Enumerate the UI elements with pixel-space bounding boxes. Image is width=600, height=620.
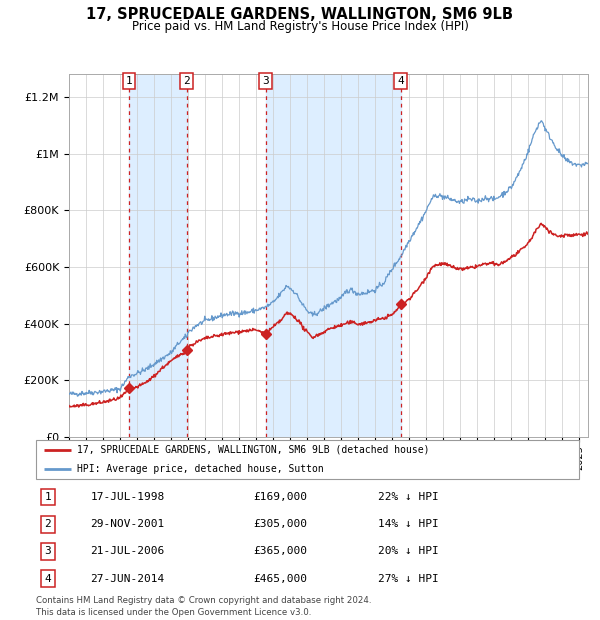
- Text: 17, SPRUCEDALE GARDENS, WALLINGTON, SM6 9LB (detached house): 17, SPRUCEDALE GARDENS, WALLINGTON, SM6 …: [77, 445, 429, 455]
- Text: 22% ↓ HPI: 22% ↓ HPI: [378, 492, 439, 502]
- Text: 2: 2: [44, 520, 52, 529]
- FancyBboxPatch shape: [36, 440, 579, 479]
- Text: Contains HM Land Registry data © Crown copyright and database right 2024.: Contains HM Land Registry data © Crown c…: [36, 596, 371, 606]
- Text: 27% ↓ HPI: 27% ↓ HPI: [378, 574, 439, 583]
- Bar: [266, 74, 401, 437]
- Text: £305,000: £305,000: [253, 520, 307, 529]
- Text: £365,000: £365,000: [253, 546, 307, 556]
- Text: 4: 4: [397, 76, 404, 86]
- Text: 3: 3: [44, 546, 52, 556]
- Text: 3: 3: [262, 76, 269, 86]
- Text: 1: 1: [126, 76, 133, 86]
- Bar: [129, 74, 187, 437]
- Text: £169,000: £169,000: [253, 492, 307, 502]
- Text: HPI: Average price, detached house, Sutton: HPI: Average price, detached house, Sutt…: [77, 464, 323, 474]
- Text: 29-NOV-2001: 29-NOV-2001: [91, 520, 164, 529]
- Text: This data is licensed under the Open Government Licence v3.0.: This data is licensed under the Open Gov…: [36, 608, 311, 617]
- Text: Price paid vs. HM Land Registry's House Price Index (HPI): Price paid vs. HM Land Registry's House …: [131, 20, 469, 33]
- Text: 1: 1: [44, 492, 52, 502]
- Text: 20% ↓ HPI: 20% ↓ HPI: [378, 546, 439, 556]
- Text: 4: 4: [44, 574, 52, 583]
- Text: 17, SPRUCEDALE GARDENS, WALLINGTON, SM6 9LB: 17, SPRUCEDALE GARDENS, WALLINGTON, SM6 …: [86, 7, 514, 22]
- Text: 21-JUL-2006: 21-JUL-2006: [91, 546, 164, 556]
- Text: 14% ↓ HPI: 14% ↓ HPI: [378, 520, 439, 529]
- Text: 17-JUL-1998: 17-JUL-1998: [91, 492, 164, 502]
- Text: 27-JUN-2014: 27-JUN-2014: [91, 574, 164, 583]
- Text: 2: 2: [183, 76, 190, 86]
- Text: £465,000: £465,000: [253, 574, 307, 583]
